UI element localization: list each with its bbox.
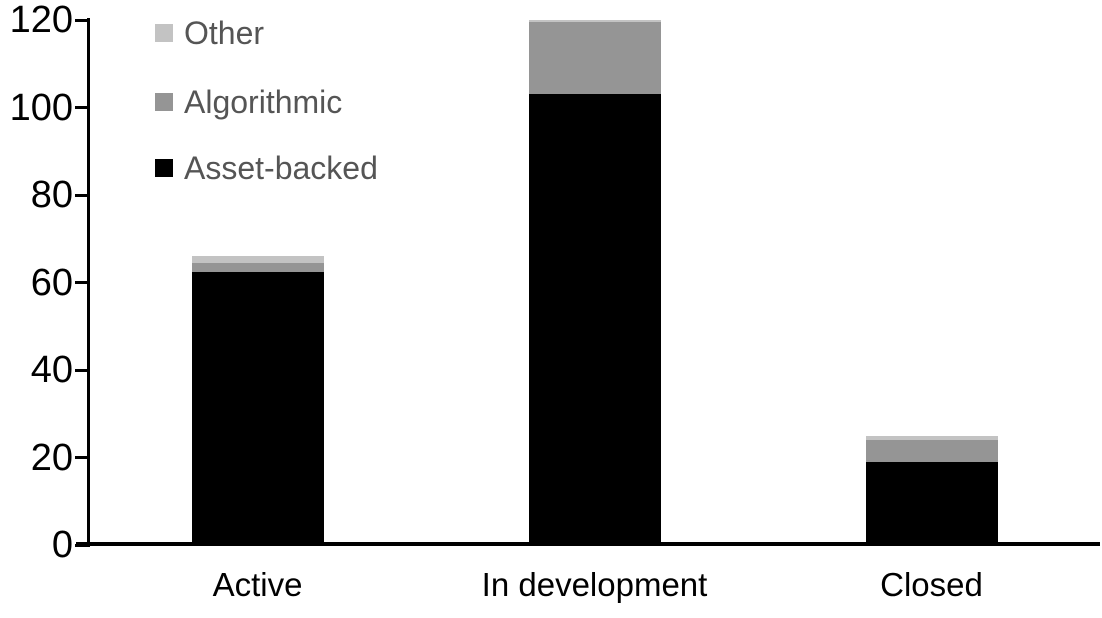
bar-segment-active-algorithmic — [191, 262, 324, 272]
x-axis-label-closed: Closed — [880, 566, 983, 603]
bar-segment-closed-asset-backed — [865, 461, 998, 545]
y-tick-mark — [75, 193, 88, 197]
legend-item-asset-backed: Asset-backed — [155, 150, 378, 186]
y-axis-line — [87, 18, 90, 547]
y-tick-label: 20 — [30, 436, 73, 479]
legend-label-asset-backed: Asset-backed — [184, 149, 378, 186]
legend-swatch-other-icon — [155, 24, 173, 42]
y-tick-label: 60 — [30, 261, 73, 304]
x-axis-label-in-development: In development — [481, 566, 708, 603]
y-tick-label: 120 — [9, 0, 73, 41]
y-tick-mark — [75, 543, 88, 547]
x-axis-label-active: Active — [212, 566, 303, 603]
legend-item-algorithmic: Algorithmic — [155, 84, 342, 120]
y-tick-mark — [75, 456, 88, 459]
bar-segment-in-development-algorithmic — [528, 22, 661, 95]
bar-segment-in-development-other — [528, 20, 661, 23]
legend-item-other: Other — [155, 15, 264, 51]
y-tick-label: 80 — [30, 174, 73, 216]
y-tick-mark — [75, 106, 88, 109]
bar-segment-active-other — [191, 256, 324, 263]
y-tick-mark — [75, 18, 88, 22]
y-tick-label: 0 — [51, 524, 73, 566]
bar-segment-active-asset-backed — [191, 271, 324, 545]
bar-segment-closed-other — [865, 435, 998, 440]
legend-swatch-asset-backed-icon — [155, 159, 173, 177]
y-tick-mark — [75, 368, 88, 372]
y-tick-label: 40 — [30, 349, 73, 391]
legend-swatch-algorithmic-icon — [155, 93, 173, 111]
y-tick-label: 100 — [9, 86, 73, 129]
legend-label-algorithmic: Algorithmic — [184, 83, 343, 120]
legend-label-other: Other — [184, 14, 265, 51]
y-tick-mark — [75, 281, 88, 284]
bar-segment-in-development-asset-backed — [528, 94, 661, 545]
bar-segment-closed-algorithmic — [865, 440, 998, 462]
